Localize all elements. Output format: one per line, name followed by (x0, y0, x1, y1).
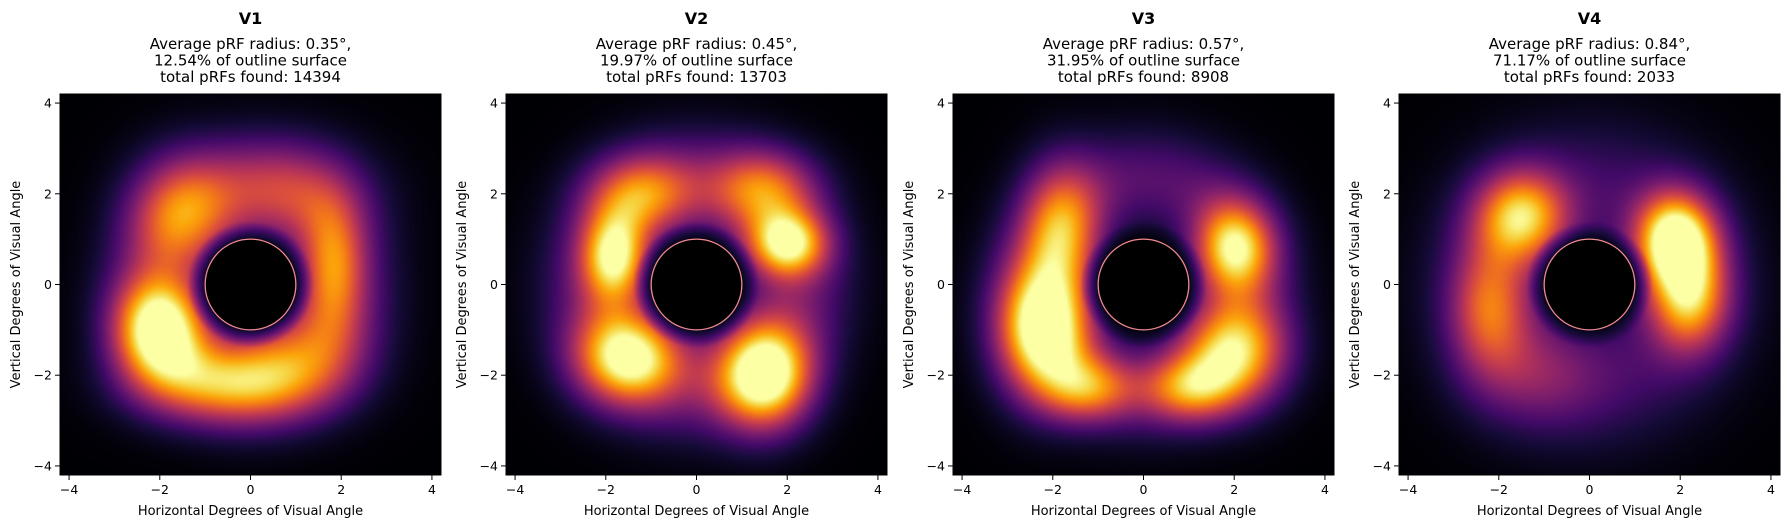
y-axis-label: Vertical Degrees of Visual Angle (902, 181, 917, 389)
x-tick-label: −4 (953, 482, 971, 497)
x-tick-label: −4 (1399, 482, 1417, 497)
y-tick-label: 0 (490, 277, 498, 292)
panel-title: V1 (239, 9, 263, 28)
x-tick-label: 0 (1140, 482, 1148, 497)
x-tick-label: −2 (151, 482, 169, 497)
panel-subtitle-line: Average pRF radius: 0.45°, (596, 35, 798, 53)
panel-subtitle-line: total pRFs found: 2033 (1504, 68, 1675, 86)
x-tick-label: −2 (1044, 482, 1062, 497)
x-axis-label: Horizontal Degrees of Visual Angle (584, 504, 809, 519)
panel-v1: −4 −2 0 2 4 −4 −2 0 2 4 Horizontal Degrees of Visu… (9, 9, 442, 519)
panel-subtitle-line: total pRFs found: 14394 (160, 68, 341, 86)
y-tick-label: 0 (1383, 277, 1391, 292)
panel-subtitle-line: Average pRF radius: 0.84°, (1489, 35, 1691, 53)
y-axis-label: Vertical Degrees of Visual Angle (455, 181, 470, 389)
y-tick-label: −2 (927, 368, 945, 383)
x-tick-label: −2 (597, 482, 615, 497)
panel-subtitle-line: 12.54% of outline surface (154, 52, 347, 70)
x-tick-label: 2 (337, 482, 345, 497)
panel-title: V4 (1578, 9, 1602, 28)
y-tick-label: −4 (927, 458, 945, 473)
y-tick-label: −4 (34, 458, 52, 473)
x-tick-label: 4 (1321, 482, 1329, 497)
y-tick-label: −4 (1373, 458, 1391, 473)
y-tick-label: 2 (44, 186, 52, 201)
y-tick-label: −2 (480, 368, 498, 383)
panel-subtitle-line: Average pRF radius: 0.57°, (1043, 35, 1245, 53)
x-tick-label: 2 (783, 482, 791, 497)
fovea-mask (1098, 239, 1189, 330)
x-axis-label: Horizontal Degrees of Visual Angle (138, 504, 363, 519)
panel-subtitle-line: total pRFs found: 13703 (606, 68, 787, 86)
x-tick-label: −2 (1490, 482, 1508, 497)
x-tick-label: −4 (506, 482, 524, 497)
x-tick-label: 2 (1676, 482, 1684, 497)
x-tick-label: 4 (428, 482, 436, 497)
y-tick-label: 4 (490, 96, 498, 111)
y-axis-label: Vertical Degrees of Visual Angle (9, 181, 24, 389)
y-tick-label: 4 (1383, 96, 1391, 111)
fovea-circle (1543, 238, 1636, 331)
y-tick-label: −4 (480, 458, 498, 473)
y-tick-label: −2 (1373, 368, 1391, 383)
x-tick-label: 2 (1230, 482, 1238, 497)
panel-v3: −4 −2 0 2 4 −4 −2 0 2 4 Horizontal Degrees of Visu… (902, 9, 1335, 519)
x-tick-label: −4 (60, 482, 78, 497)
y-tick-label: 0 (937, 277, 945, 292)
x-tick-label: 0 (693, 482, 701, 497)
y-tick-label: 4 (44, 96, 52, 111)
fovea-circle (650, 238, 743, 331)
y-tick-label: 2 (937, 186, 945, 201)
fovea-mask (1544, 239, 1635, 330)
x-tick-label: 4 (874, 482, 882, 497)
fovea-mask (651, 239, 742, 330)
panel-subtitle-line: 71.17% of outline surface (1493, 52, 1686, 70)
x-axis-label: Horizontal Degrees of Visual Angle (1031, 504, 1256, 519)
panel-title: V3 (1132, 9, 1156, 28)
panel-subtitle-line: 31.95% of outline surface (1047, 52, 1240, 70)
fovea-circle (1097, 238, 1190, 331)
fovea-circle (204, 238, 297, 331)
fovea-mask (205, 239, 296, 330)
x-axis-label: Horizontal Degrees of Visual Angle (1477, 504, 1702, 519)
panel-subtitle-line: total pRFs found: 8908 (1058, 68, 1229, 86)
x-tick-label: 0 (247, 482, 255, 497)
y-tick-label: 2 (490, 186, 498, 201)
panel-v2: −4 −2 0 2 4 −4 −2 0 2 4 Horizontal Degrees of Visu… (455, 9, 888, 519)
panel-title: V2 (685, 9, 709, 28)
x-tick-label: 0 (1586, 482, 1594, 497)
y-tick-label: −2 (34, 368, 52, 383)
y-tick-label: 2 (1383, 186, 1391, 201)
y-tick-label: 0 (44, 277, 52, 292)
y-tick-label: 4 (937, 96, 945, 111)
panel-v4: −4 −2 0 2 4 −4 −2 0 2 4 Horizontal Degrees of Visu… (1348, 9, 1781, 519)
y-axis-label: Vertical Degrees of Visual Angle (1348, 181, 1363, 389)
panel-subtitle-line: 19.97% of outline surface (600, 52, 793, 70)
x-tick-label: 4 (1767, 482, 1775, 497)
panel-subtitle-line: Average pRF radius: 0.35°, (150, 35, 352, 53)
